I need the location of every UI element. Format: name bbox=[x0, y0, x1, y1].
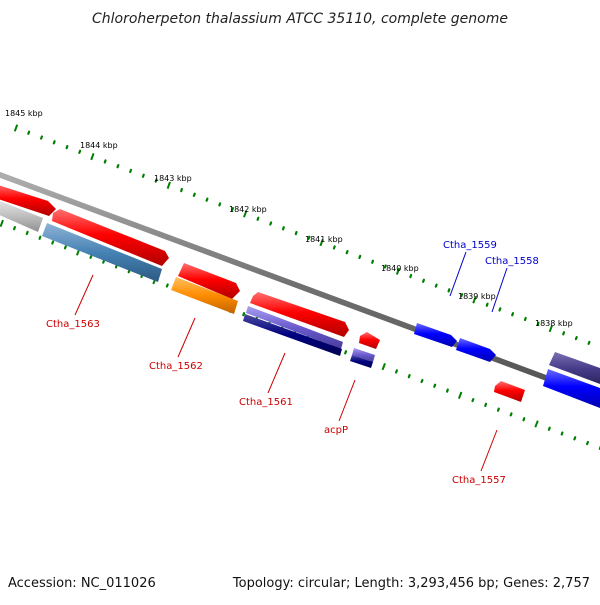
gene-label-ctha-1563[interactable]: Ctha_1563 bbox=[46, 319, 100, 330]
minor-tick bbox=[562, 433, 563, 435]
minor-tick bbox=[130, 170, 131, 172]
minor-tick bbox=[181, 189, 182, 191]
gene-label-ctha-1562[interactable]: Ctha_1562 bbox=[149, 361, 203, 372]
minor-tick bbox=[194, 194, 195, 196]
minor-tick bbox=[511, 413, 512, 415]
gene-arrow[interactable] bbox=[456, 338, 496, 362]
minor-tick bbox=[409, 375, 410, 377]
gene-label-acpp[interactable]: acpP bbox=[324, 425, 348, 436]
genome-summary-text: Topology: circular; Length: 3,293,456 bp… bbox=[232, 576, 590, 591]
genome-backbone bbox=[0, 170, 600, 401]
minor-tick bbox=[105, 160, 106, 162]
minor-tick bbox=[91, 256, 92, 258]
major-tick bbox=[91, 153, 93, 160]
tick-label-1843: 1843 kbp bbox=[154, 174, 192, 183]
minor-tick bbox=[65, 246, 66, 248]
minor-tick bbox=[587, 442, 588, 444]
minor-tick bbox=[243, 313, 244, 315]
minor-tick bbox=[449, 289, 450, 291]
minor-tick bbox=[589, 342, 590, 344]
minor-tick bbox=[410, 275, 411, 277]
minor-tick bbox=[116, 265, 117, 267]
minor-tick bbox=[41, 137, 42, 139]
minor-tick bbox=[334, 246, 335, 248]
accession-text: Accession: NC_011026 bbox=[8, 576, 156, 591]
minor-tick bbox=[574, 437, 575, 439]
major-tick bbox=[459, 392, 462, 399]
minor-tick bbox=[52, 242, 53, 244]
minor-tick bbox=[498, 409, 499, 411]
gene-arrow[interactable] bbox=[414, 323, 457, 347]
minor-tick bbox=[40, 237, 41, 239]
minor-tick bbox=[270, 223, 271, 225]
major-tick bbox=[383, 363, 386, 370]
tick-label-1840: 1840 kbp bbox=[381, 264, 419, 273]
gene-arrow[interactable] bbox=[359, 332, 380, 349]
minor-tick bbox=[118, 165, 119, 167]
minor-tick bbox=[396, 370, 397, 372]
minor-tick bbox=[436, 285, 437, 287]
leader-line bbox=[481, 430, 497, 471]
minor-tick bbox=[576, 337, 577, 339]
minor-tick bbox=[167, 285, 168, 287]
minor-tick bbox=[345, 351, 346, 353]
minor-tick bbox=[143, 175, 144, 177]
tick-labels: 1845 kbp 1844 kbp 1843 kbp 1842 kbp 1841… bbox=[5, 109, 573, 328]
minor-tick bbox=[447, 390, 448, 392]
minor-tick bbox=[283, 227, 284, 229]
gene-label-ctha-1558[interactable]: Ctha_1558 bbox=[485, 256, 539, 267]
minor-tick bbox=[487, 304, 488, 306]
minor-tick bbox=[473, 399, 474, 401]
minor-tick bbox=[67, 146, 68, 148]
minor-tick bbox=[423, 280, 424, 282]
minor-tick bbox=[219, 203, 220, 205]
leader-line bbox=[339, 380, 355, 421]
minor-tick bbox=[27, 232, 28, 234]
minor-tick bbox=[549, 428, 550, 430]
minor-tick bbox=[207, 199, 208, 201]
major-tick bbox=[15, 125, 17, 132]
gene-label-ctha-1559[interactable]: Ctha_1559 bbox=[443, 240, 497, 251]
minor-tick bbox=[563, 332, 564, 334]
minor-tick bbox=[54, 141, 55, 143]
minor-tick bbox=[422, 380, 423, 382]
minor-tick bbox=[79, 151, 80, 153]
gene-label-ctha-1561[interactable]: Ctha_1561 bbox=[239, 397, 293, 408]
minor-tick bbox=[512, 313, 513, 315]
leader-line bbox=[492, 268, 507, 312]
gene-arrow[interactable] bbox=[494, 381, 525, 402]
major-tick bbox=[535, 421, 538, 428]
tick-label-1844: 1844 kbp bbox=[80, 141, 118, 150]
tick-label-1839: 1839 kbp bbox=[458, 292, 496, 301]
map-title: Chloroherpeton thalassium ATCC 35110, co… bbox=[92, 11, 508, 27]
leader-line bbox=[75, 275, 93, 315]
minor-tick bbox=[103, 261, 104, 263]
leader-line bbox=[178, 318, 195, 357]
tick-label-1841: 1841 kbp bbox=[305, 235, 343, 244]
tick-label-1842: 1842 kbp bbox=[229, 205, 267, 214]
minor-tick bbox=[524, 418, 525, 420]
gene-labels: Ctha_1563 Ctha_1562 Ctha_1561 acpP Ctha_… bbox=[46, 240, 539, 486]
minor-tick bbox=[434, 385, 435, 387]
minor-tick bbox=[296, 232, 297, 234]
minor-tick bbox=[14, 227, 15, 229]
minor-tick bbox=[485, 404, 486, 406]
tick-label-1845: 1845 kbp bbox=[5, 109, 43, 118]
minor-tick bbox=[28, 132, 29, 134]
major-tick bbox=[1, 220, 4, 227]
gene-label-ctha-1557[interactable]: Ctha_1557 bbox=[452, 475, 506, 486]
minor-tick bbox=[359, 256, 360, 258]
leader-line bbox=[450, 252, 466, 296]
minor-tick bbox=[372, 261, 373, 263]
minor-tick bbox=[500, 308, 501, 310]
minor-tick bbox=[525, 318, 526, 320]
leader-line bbox=[268, 353, 285, 393]
minor-tick bbox=[258, 218, 259, 220]
tick-label-1838: 1838 kbp bbox=[535, 319, 573, 328]
minor-tick bbox=[347, 251, 348, 253]
